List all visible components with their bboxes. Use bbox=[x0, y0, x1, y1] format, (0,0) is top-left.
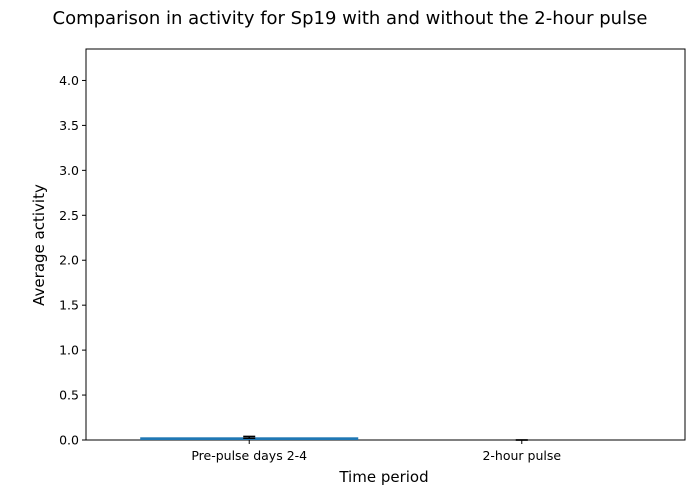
plot-area bbox=[85, 48, 686, 441]
x-axis-label: Time period bbox=[338, 468, 428, 486]
y-tick-label: 3.0 bbox=[59, 163, 79, 178]
y-tick-label: 3.5 bbox=[59, 118, 79, 133]
y-axis: 0.0 0.5 1.0 1.5 2.0 2.5 3.0 3.5 4.0 bbox=[59, 73, 86, 448]
y-axis-label: Average activity bbox=[30, 184, 48, 306]
y-tick-label: 2.0 bbox=[59, 253, 79, 268]
plot-frame bbox=[85, 48, 686, 441]
y-tick-label: 1.0 bbox=[59, 343, 79, 358]
y-tick-label: 1.5 bbox=[59, 298, 79, 313]
chart-title: Comparison in activity for Sp19 with and… bbox=[53, 8, 648, 29]
x-axis: Pre-pulse days 2-4 2-hour pulse bbox=[191, 440, 561, 463]
y-tick-label: 0.5 bbox=[59, 388, 79, 403]
x-tick-label: 2-hour pulse bbox=[482, 448, 561, 463]
x-tick-label: Pre-pulse days 2-4 bbox=[191, 448, 307, 463]
y-tick-label: 2.5 bbox=[59, 208, 79, 223]
y-tick-label: 4.0 bbox=[59, 73, 79, 88]
y-tick-label: 0.0 bbox=[59, 433, 79, 448]
